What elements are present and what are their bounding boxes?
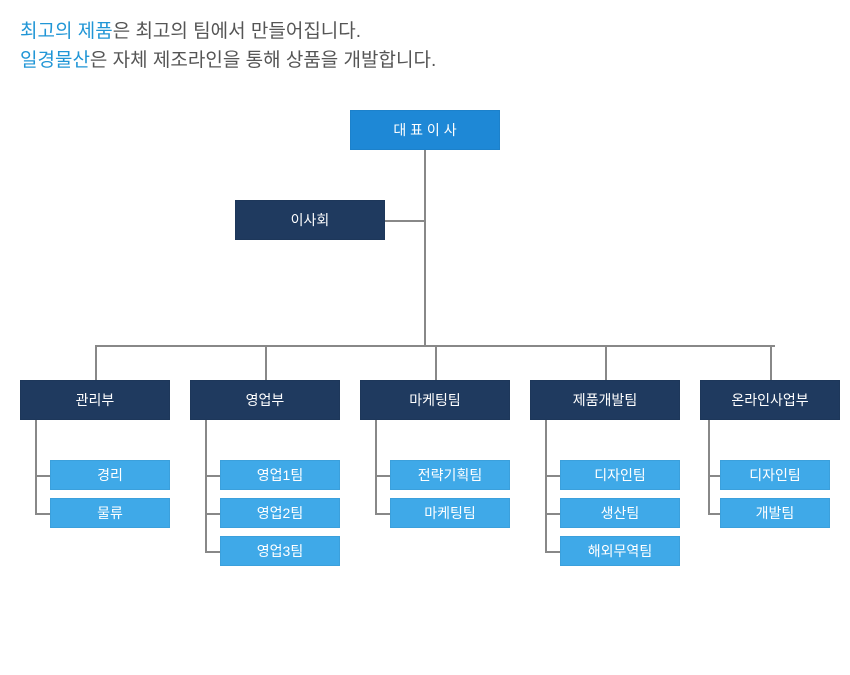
connector xyxy=(205,420,207,551)
header-rest-1: 은 최고의 팀에서 만들어집니다. xyxy=(113,21,361,42)
connector xyxy=(265,345,267,380)
connector xyxy=(708,420,710,513)
connector xyxy=(435,345,437,380)
org-node-label: 물류 xyxy=(97,503,123,523)
org-node-label: 영업1팀 xyxy=(257,465,303,485)
connector xyxy=(35,420,37,513)
org-node-d3t2: 마케팅팀 xyxy=(390,498,510,528)
connector xyxy=(424,150,426,345)
connector xyxy=(545,551,560,553)
org-node-label: 해외무역팀 xyxy=(588,541,652,561)
org-node-label: 영업2팀 xyxy=(257,503,303,523)
connector xyxy=(95,345,97,380)
org-node-label: 온라인사업부 xyxy=(731,390,808,410)
connector xyxy=(205,475,220,477)
header-accent-2: 일경물산 xyxy=(20,50,90,71)
org-node-label: 대 표 이 사 xyxy=(393,120,456,140)
org-node-d5t2: 개발팀 xyxy=(720,498,830,528)
connector xyxy=(35,475,50,477)
org-node-d4: 제품개발팀 xyxy=(530,380,680,420)
org-node-d1t2: 물류 xyxy=(50,498,170,528)
org-node-label: 제품개발팀 xyxy=(573,390,637,410)
org-node-d3t1: 전략기획팀 xyxy=(390,460,510,490)
org-node-label: 생산팀 xyxy=(601,503,640,523)
header: 최고의 제품은 최고의 팀에서 만들어집니다. 일경물산은 자체 제조라인을 통… xyxy=(0,0,850,75)
org-node-d3: 마케팅팀 xyxy=(360,380,510,420)
org-node-label: 디자인팀 xyxy=(594,465,646,485)
org-node-d4t1: 디자인팀 xyxy=(560,460,680,490)
connector xyxy=(545,475,560,477)
header-accent-1: 최고의 제품 xyxy=(20,21,113,42)
org-node-d4t2: 생산팀 xyxy=(560,498,680,528)
org-node-label: 디자인팀 xyxy=(749,465,801,485)
connector xyxy=(770,345,772,380)
org-node-label: 관리부 xyxy=(76,390,115,410)
org-node-d1t1: 경리 xyxy=(50,460,170,490)
org-node-label: 이사회 xyxy=(291,210,330,230)
connector xyxy=(205,551,220,553)
org-node-ceo: 대 표 이 사 xyxy=(350,110,500,150)
connector xyxy=(385,220,425,222)
org-node-label: 영업부 xyxy=(246,390,285,410)
connector xyxy=(35,513,50,515)
connector xyxy=(375,513,390,515)
connector xyxy=(545,420,547,551)
connector xyxy=(375,420,377,513)
org-node-label: 경리 xyxy=(97,465,123,485)
org-node-label: 영업3팀 xyxy=(257,541,303,561)
org-node-board: 이사회 xyxy=(235,200,385,240)
org-node-d5t1: 디자인팀 xyxy=(720,460,830,490)
connector xyxy=(375,475,390,477)
org-node-d2t3: 영업3팀 xyxy=(220,536,340,566)
org-node-label: 마케팅팀 xyxy=(424,503,476,523)
connector xyxy=(545,513,560,515)
org-node-label: 마케팅팀 xyxy=(409,390,461,410)
connector xyxy=(708,475,720,477)
connector xyxy=(205,513,220,515)
org-node-d2: 영업부 xyxy=(190,380,340,420)
org-node-label: 전략기획팀 xyxy=(418,465,482,485)
org-chart: 대 표 이 사이사회관리부영업부마케팅팀제품개발팀온라인사업부경리물류영업1팀영… xyxy=(0,90,850,650)
header-line-2: 일경물산은 자체 제조라인을 통해 상품을 개발합니다. xyxy=(20,47,830,76)
header-line-1: 최고의 제품은 최고의 팀에서 만들어집니다. xyxy=(20,18,830,47)
org-node-d4t3: 해외무역팀 xyxy=(560,536,680,566)
org-node-d2t1: 영업1팀 xyxy=(220,460,340,490)
connector xyxy=(708,513,720,515)
header-rest-2: 은 자체 제조라인을 통해 상품을 개발합니다. xyxy=(90,50,436,71)
org-node-d5: 온라인사업부 xyxy=(700,380,840,420)
org-node-d2t2: 영업2팀 xyxy=(220,498,340,528)
connector xyxy=(605,345,607,380)
org-node-label: 개발팀 xyxy=(756,503,795,523)
org-node-d1: 관리부 xyxy=(20,380,170,420)
